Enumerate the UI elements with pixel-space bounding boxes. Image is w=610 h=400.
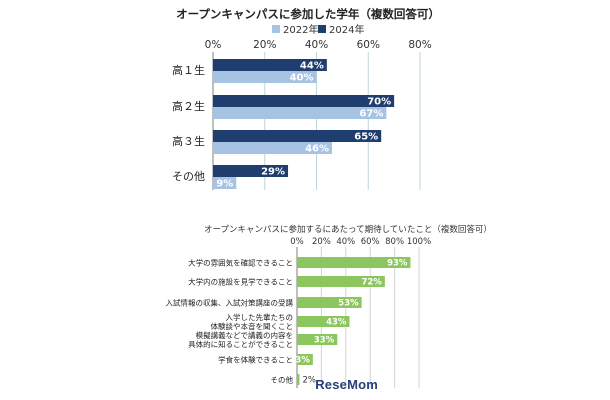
chart1-value-label: 65% [354, 132, 378, 143]
chart1-value-label: 67% [359, 109, 383, 120]
chart2-category-label: 具体的に知ることができること [188, 339, 293, 349]
chart2-bar [297, 257, 411, 268]
chart2-value-label: 43% [326, 318, 347, 328]
chart1-legend-swatch-2 [318, 25, 326, 33]
chart1-category-label: 高２生 [172, 99, 205, 113]
chart1-category-label: 高１生 [172, 63, 205, 77]
chart1-bar [213, 165, 289, 177]
chart2-tick-label: 20% [312, 237, 331, 247]
chart1-bar [213, 95, 395, 107]
chart1-bar [213, 59, 327, 71]
resemom-logo: ReseMom [315, 377, 378, 392]
chart1-category-label: 高３生 [172, 134, 205, 148]
chart2-tick-label: 60% [361, 237, 380, 247]
chart2-tick-label: 100% [407, 237, 431, 247]
chart2-bar [297, 297, 362, 308]
chart1-legend-label-2: 2024年 [329, 23, 364, 36]
chart1-legend-swatch-1 [272, 25, 280, 33]
chart2-category-label: 学食を体験できること [218, 355, 293, 365]
chart1-bar [213, 177, 237, 189]
chart1-tick-label: 80% [408, 39, 431, 51]
chart2-tick-label: 80% [385, 237, 404, 247]
chart2-value-label: 2% [302, 376, 316, 386]
chart1-tick-label: 0% [205, 39, 222, 51]
chart2-value-label: 93% [387, 259, 408, 269]
chart1-value-label: 29% [261, 167, 285, 178]
chart2-value-label: 53% [338, 299, 359, 309]
chart2-value-label: 33% [314, 336, 335, 346]
chart2-value-label: 13% [290, 356, 311, 366]
chart1-category-label: その他 [172, 170, 205, 183]
chart2-value-label: 72% [361, 278, 382, 288]
chart1-tick-label: 60% [357, 39, 380, 51]
chart1-legend-label-1: 2022年 [283, 23, 318, 36]
chart2-category-label: その他 [271, 375, 294, 385]
chart2-tick-label: 40% [336, 237, 355, 247]
chart2-category-label: 入試情報の収集、入試対策講座の受講 [166, 298, 294, 308]
chart2-category-label: 模擬講義などで講義の内容を [196, 330, 293, 340]
chart2-bar [297, 354, 313, 365]
chart1-bar [213, 71, 317, 83]
chart2-category-label: 体験談や本音を聞くこと [211, 321, 294, 331]
chart2-category-label: 大学の雰囲気を確認できること [188, 258, 293, 268]
chart2-bar [297, 374, 300, 385]
chart2-category-label: 大学内の施設を見学できること [188, 277, 293, 287]
chart1-bar [213, 107, 387, 119]
chart1-tick-label: 20% [253, 39, 276, 51]
chart1-bar [213, 142, 333, 154]
chart2-bar [297, 316, 350, 327]
chart1-title: オープンキャンパスに参加した学年（複数回答可） [176, 7, 440, 21]
chart1-value-label: 9% [216, 179, 233, 190]
chart1-value-label: 44% [300, 61, 324, 72]
chart2-bar [297, 334, 338, 345]
chart1-bar [213, 130, 382, 142]
chart2-category-label: 入学した先輩たちの [226, 312, 294, 322]
chart2-title: オープンキャンパスに参加するにあたって期待していたこと（複数回答可） [204, 224, 492, 235]
chart1-value-label: 46% [305, 144, 329, 155]
chart2-bar [297, 276, 385, 287]
chart2-tick-label: 0% [290, 237, 304, 247]
chart1-value-label: 70% [367, 97, 391, 108]
chart1-value-label: 40% [290, 73, 314, 84]
chart1-tick-label: 40% [305, 39, 328, 51]
